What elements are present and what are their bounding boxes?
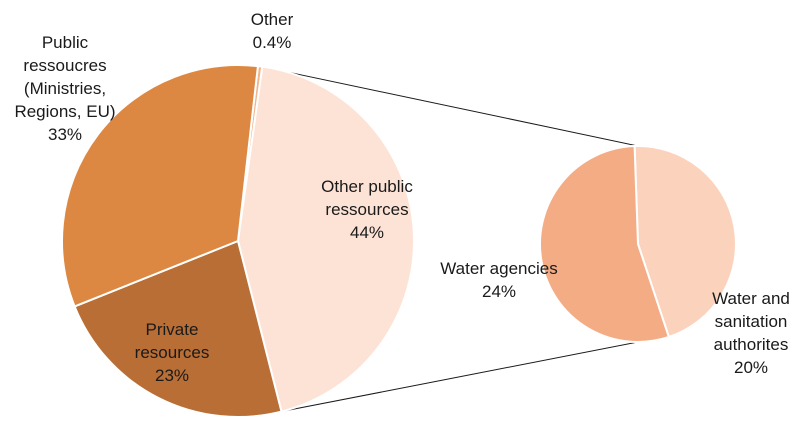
main-slice-private-resources bbox=[73, 240, 283, 418]
connector-lines bbox=[262, 66, 639, 413]
label-other: Other 0.4% bbox=[251, 10, 294, 52]
label-water-and-sanitation-authorites: Water and sanitation authorites 20% bbox=[712, 289, 790, 377]
main-slice-public-ressoucres-ministries-regions-eu bbox=[61, 64, 259, 308]
secondary-slice-water-agencies bbox=[539, 145, 670, 343]
main-pie bbox=[61, 64, 416, 418]
label-other-public-ressources: Other public ressources 44% bbox=[321, 177, 413, 242]
label-public-ressoucres-ministries-regions-eu: Public ressoucres (Ministries, Regions, EU)… bbox=[14, 33, 115, 144]
label-water-agencies: Water agencies 24% bbox=[440, 259, 557, 301]
label-private-resources: Private resources 23% bbox=[135, 320, 210, 385]
secondary-slice-water-and-sanitation-authorites bbox=[633, 145, 737, 339]
secondary-pie bbox=[539, 145, 737, 343]
data-labels: Other 0.4% Other public ressources 44% Privat… bbox=[14, 10, 789, 385]
connector-line-bottom bbox=[281, 341, 639, 413]
main-slice-other-public-ressources bbox=[237, 65, 416, 413]
connector-line-top bbox=[262, 66, 639, 147]
